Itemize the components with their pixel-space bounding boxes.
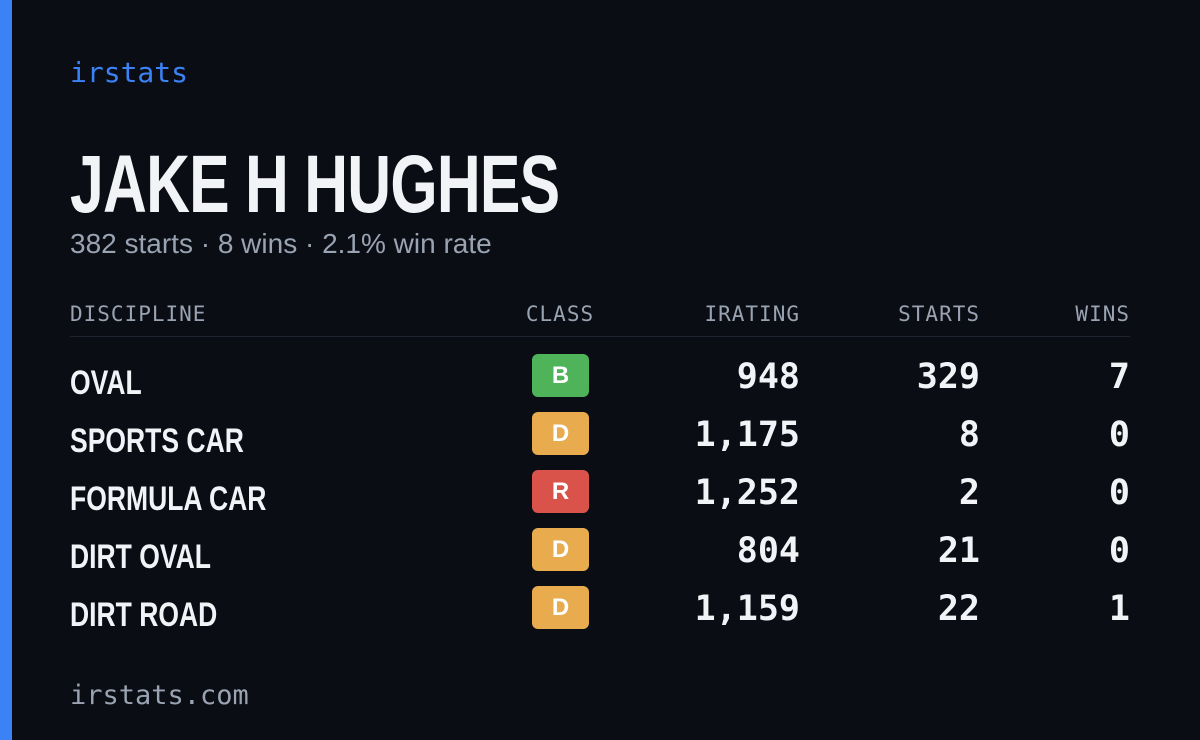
- starts: 8: [958, 415, 980, 455]
- irating: 804: [736, 531, 800, 571]
- wins: 7: [1108, 357, 1130, 397]
- header-rule: [70, 336, 1130, 337]
- discipline: DIRT ROAD: [70, 596, 218, 634]
- starts: 22: [937, 589, 980, 629]
- irating: 1,252: [694, 473, 800, 513]
- discipline: OVAL: [70, 364, 142, 402]
- discipline: SPORTS CAR: [70, 422, 244, 460]
- wins: 1: [1108, 589, 1130, 629]
- class-badge: D: [532, 412, 589, 455]
- irating: 1,175: [694, 415, 800, 455]
- driver-summary: 382 starts · 8 wins · 2.1% win rate: [70, 228, 492, 259]
- column-header: IRATING: [704, 302, 800, 326]
- column-header: WINS: [1075, 302, 1130, 326]
- class-badge: R: [532, 470, 589, 513]
- class-badge: B: [532, 354, 589, 397]
- irating: 1,159: [694, 589, 800, 629]
- starts: 329: [916, 357, 980, 397]
- brand: irstats: [70, 56, 189, 89]
- driver-name: JAKE H HUGHES: [70, 139, 560, 230]
- footer-url: irstats.com: [70, 680, 249, 711]
- discipline: FORMULA CAR: [70, 480, 267, 518]
- column-header: STARTS: [898, 302, 980, 326]
- class-badge: D: [532, 528, 589, 571]
- class-badge: D: [532, 586, 589, 629]
- irating: 948: [736, 357, 800, 397]
- accent-stripe: [0, 0, 12, 740]
- wins: 0: [1108, 415, 1130, 455]
- wins: 0: [1108, 473, 1130, 513]
- starts: 2: [958, 473, 980, 513]
- column-header: DISCIPLINE: [70, 302, 207, 326]
- column-header: CLASS: [525, 302, 595, 326]
- wins: 0: [1108, 531, 1130, 571]
- starts: 21: [937, 531, 980, 571]
- discipline: DIRT OVAL: [70, 538, 211, 576]
